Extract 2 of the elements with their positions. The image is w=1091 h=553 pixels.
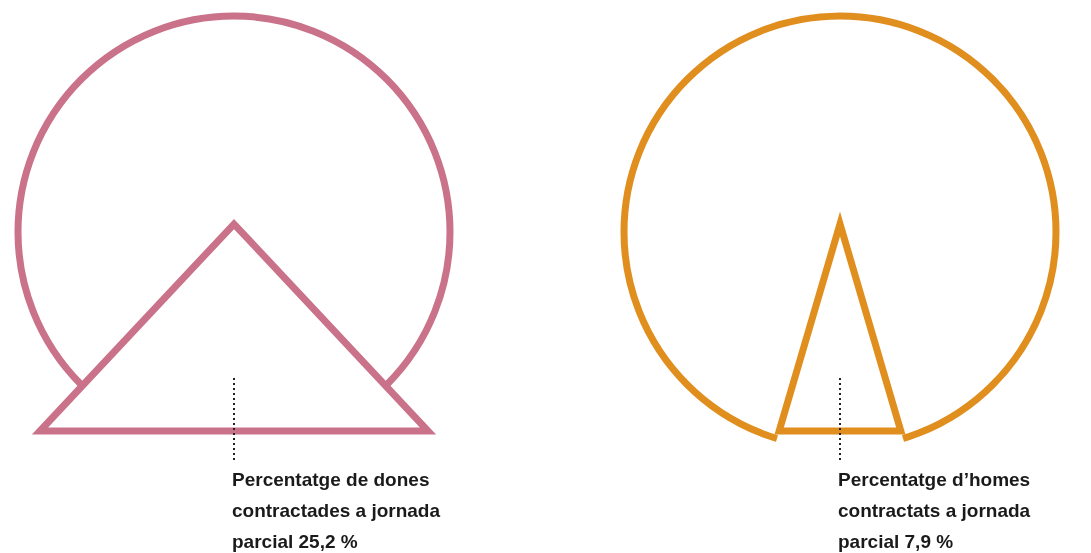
data-label: 25,2 % [298, 531, 358, 552]
data-label: 7,9 % [904, 531, 954, 552]
